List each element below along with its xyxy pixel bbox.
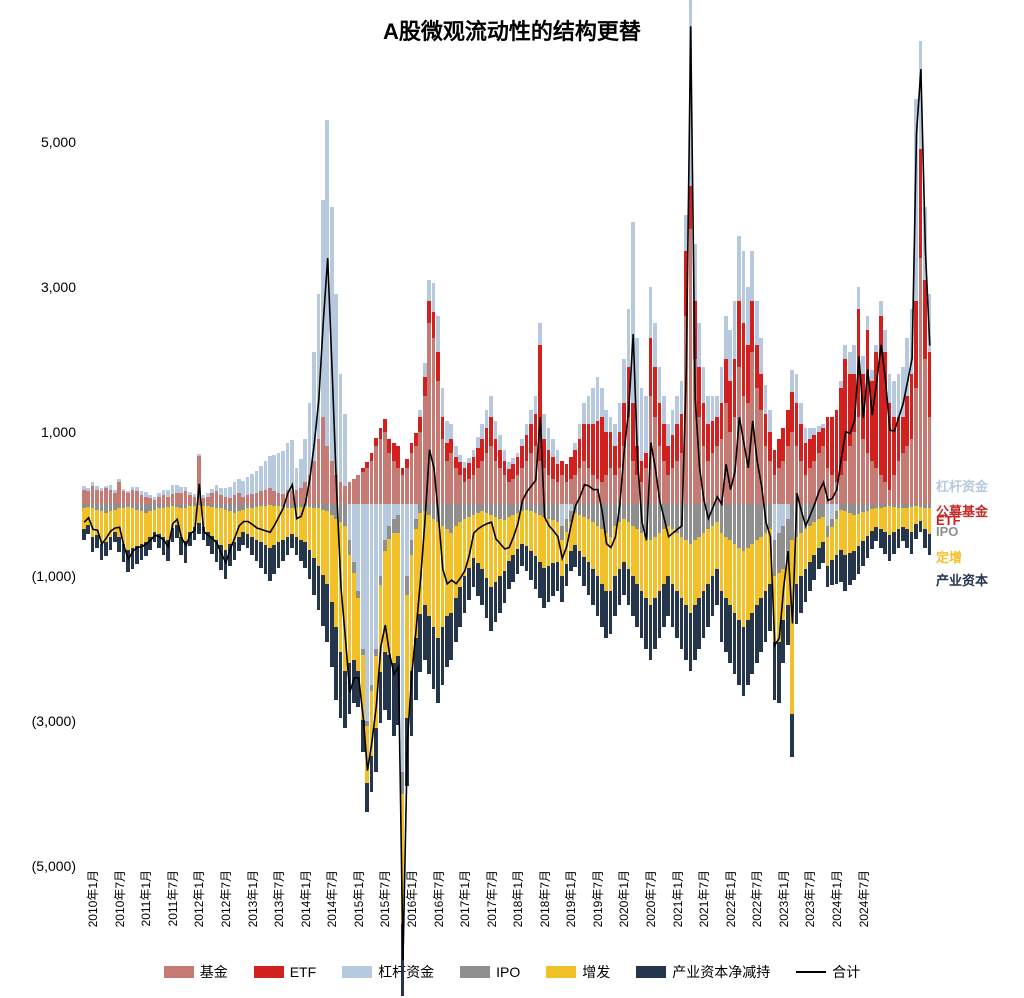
x-tick: 2020年7月 — [642, 870, 659, 927]
x-tick: 2015年7月 — [376, 870, 393, 927]
x-tick: 2014年7月 — [323, 870, 340, 927]
y-tick: 1,000 — [41, 424, 76, 440]
side-label-indcap: 产业资本 — [936, 570, 988, 589]
x-tick: 2019年1月 — [562, 870, 579, 927]
y-axis: 5,0003,0001,000(1,000)(3,000)(5,000) — [10, 106, 82, 866]
total-line — [82, 106, 932, 866]
y-tick: 3,000 — [41, 279, 76, 295]
y-tick: 5,000 — [41, 134, 76, 150]
x-tick: 2010年1月 — [84, 870, 101, 927]
legend-item-indcap: 产业资本净减持 — [636, 962, 770, 982]
legend-label: 产业资本净减持 — [672, 962, 770, 982]
x-tick: 2017年1月 — [456, 870, 473, 927]
x-tick: 2013年1月 — [244, 870, 261, 927]
chart-title: A股微观流动性的结构更替 — [10, 14, 1014, 46]
x-tick: 2021年7月 — [695, 870, 712, 927]
x-tick: 2021年1月 — [669, 870, 686, 927]
x-tick: 2017年7月 — [483, 870, 500, 927]
x-tick: 2018年1月 — [509, 870, 526, 927]
legend-label: 杠杆资金 — [378, 962, 434, 982]
plot-area — [82, 106, 932, 866]
legend-item-fund: 基金 — [164, 962, 228, 982]
legend-label: IPO — [496, 964, 520, 980]
legend-label: ETF — [290, 964, 316, 980]
x-tick: 2011年7月 — [164, 870, 181, 926]
x-tick: 2011年1月 — [137, 870, 154, 926]
legend-label: 基金 — [200, 962, 228, 982]
legend-line-swatch — [796, 971, 826, 973]
x-tick: 2010年7月 — [111, 870, 128, 927]
legend-swatch — [460, 966, 490, 978]
y-tick: (1,000) — [32, 568, 76, 584]
x-tick: 2012年1月 — [190, 870, 207, 927]
legend-label: 合计 — [832, 962, 860, 982]
legend-item-spo: 增发 — [546, 962, 610, 982]
legend-swatch — [254, 966, 284, 978]
x-tick: 2024年7月 — [855, 870, 872, 927]
x-tick: 2013年7月 — [270, 870, 287, 927]
legend-label: 增发 — [582, 962, 610, 982]
x-tick: 2023年7月 — [801, 870, 818, 927]
legend-swatch — [546, 966, 576, 978]
x-tick: 2016年1月 — [403, 870, 420, 927]
x-tick: 2016年7月 — [430, 870, 447, 927]
x-tick: 2018年7月 — [536, 870, 553, 927]
chart-container: 月度资金流估算 5,0003,0001,000(1,000)(3,000)(5,… — [10, 58, 1014, 956]
side-label-ipo: IPO — [936, 524, 958, 539]
legend-swatch — [636, 966, 666, 978]
side-label-leverage: 杠杆资金 — [936, 476, 988, 495]
legend: 基金 ETF 杠杆资金 IPO 增发 产业资本净减持 合计 — [10, 962, 1014, 982]
x-tick: 2023年1月 — [775, 870, 792, 927]
legend-swatch — [342, 966, 372, 978]
legend-item-total_line: 合计 — [796, 962, 860, 982]
x-tick: 2022年1月 — [722, 870, 739, 927]
x-tick: 2020年1月 — [615, 870, 632, 927]
x-tick: 2015年1月 — [350, 870, 367, 927]
x-tick: 2019年7月 — [589, 870, 606, 927]
side-label-spo: 定增 — [936, 547, 962, 566]
x-tick: 2022年7月 — [748, 870, 765, 927]
x-tick: 2024年1月 — [828, 870, 845, 927]
x-tick: 2014年1月 — [297, 870, 314, 927]
legend-item-etf: ETF — [254, 962, 316, 982]
y-tick: (3,000) — [32, 713, 76, 729]
x-tick: 2012年7月 — [217, 870, 234, 927]
legend-item-leverage: 杠杆资金 — [342, 962, 434, 982]
legend-swatch — [164, 966, 194, 978]
x-axis: 2010年1月 2010年7月 2011年1月 2011年7月 2012年1月 2012年… — [10, 870, 1014, 960]
legend-item-ipo: IPO — [460, 962, 520, 982]
